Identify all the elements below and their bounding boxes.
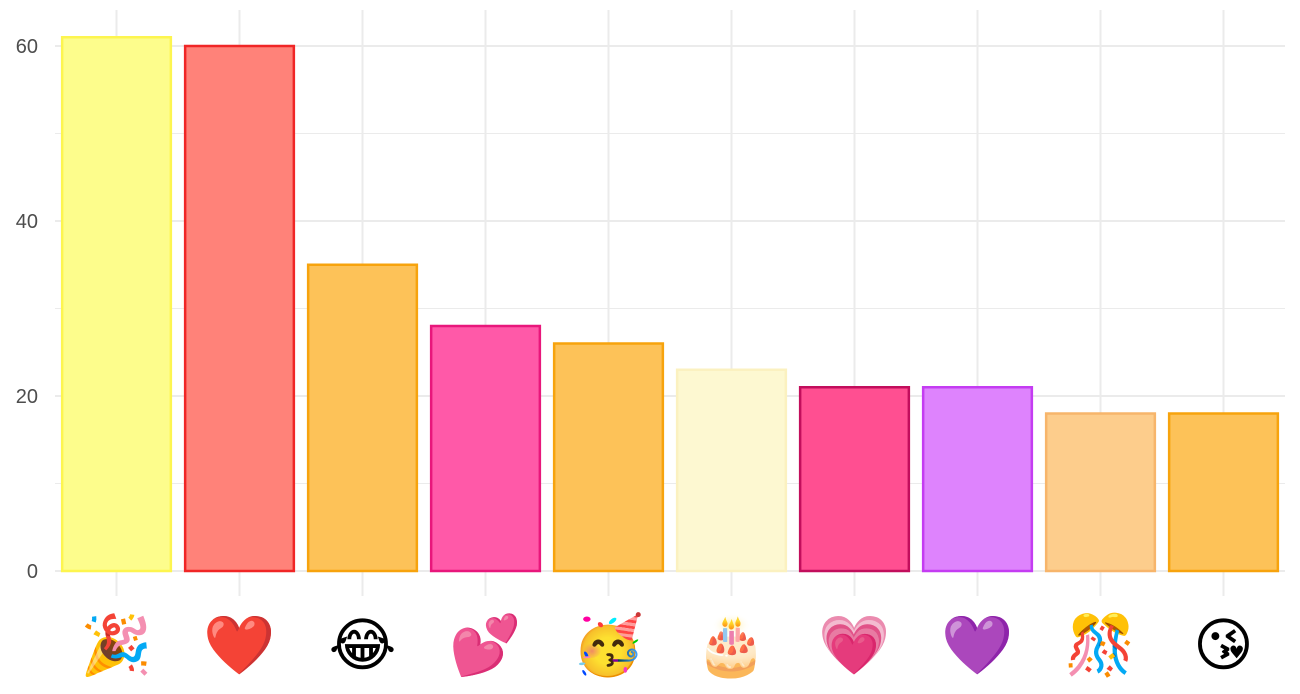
- bar: [1167, 412, 1280, 573]
- x-tick-label: 💕: [449, 611, 521, 679]
- bar: [798, 386, 911, 573]
- y-axis-tick-labels: 0 20 40 60: [16, 36, 38, 583]
- bar: [60, 36, 173, 573]
- y-tick-label: 40: [16, 211, 38, 233]
- bar: [306, 263, 419, 573]
- x-tick-label: 💜: [941, 611, 1014, 679]
- x-tick-label: ❤️: [203, 611, 276, 679]
- bar: [429, 324, 542, 573]
- y-tick-label: 60: [16, 36, 38, 58]
- x-tick-label: 🎂: [695, 610, 767, 680]
- x-tick-label: 💗: [818, 611, 891, 679]
- bars-group: [60, 36, 1280, 573]
- x-tick-label: 😂: [329, 611, 397, 679]
- x-axis-tick-labels: 🎉 ❤️ 😂 💕 🥳 🎂 💗 💜 🎊 😘: [80, 610, 1253, 680]
- x-tick-label: 🎊: [1064, 610, 1136, 679]
- bar: [1044, 412, 1157, 573]
- y-tick-label: 20: [16, 386, 38, 408]
- x-tick-label: 🎉: [80, 611, 152, 680]
- bar: [921, 386, 1034, 573]
- x-tick-label: 😘: [1193, 611, 1253, 679]
- bar: [183, 44, 296, 573]
- bar: [675, 368, 788, 573]
- y-tick-label: 0: [27, 561, 38, 583]
- x-tick-label: 🥳: [572, 610, 644, 679]
- bar: [552, 342, 665, 573]
